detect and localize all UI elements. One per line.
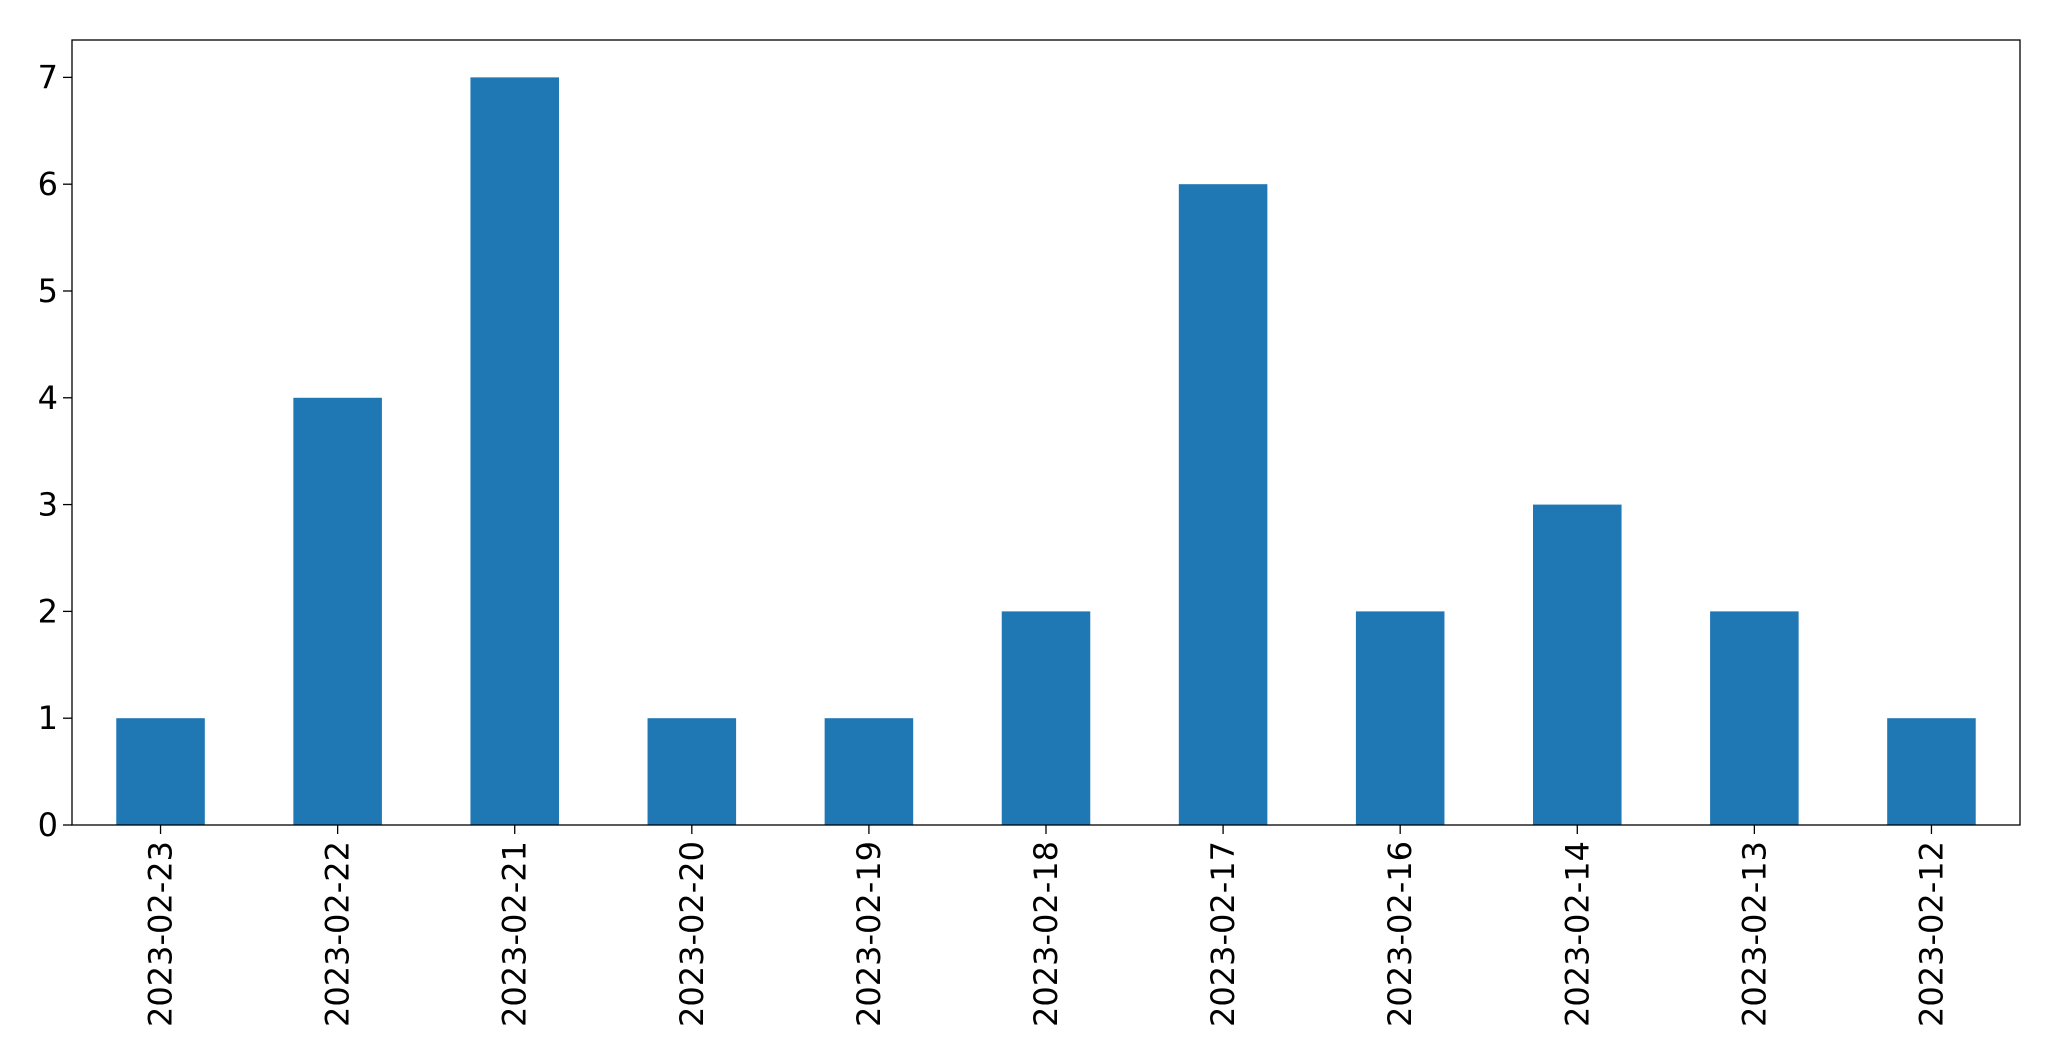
x-tick-label: 2023-02-17	[1204, 841, 1242, 1027]
bar	[470, 77, 559, 825]
bar	[1710, 611, 1799, 825]
plot-frame	[71, 39, 2021, 826]
y-tick-label: 3	[38, 486, 58, 524]
x-tick-label: 2023-02-12	[1912, 841, 1950, 1027]
x-tick-label: 2023-02-20	[673, 841, 711, 1027]
bar	[116, 718, 205, 825]
x-tick-label: 2023-02-13	[1735, 841, 1773, 1027]
x-tick-label: 2023-02-23	[142, 841, 180, 1027]
y-tick-label: 0	[38, 806, 58, 844]
y-tick-label: 5	[38, 272, 58, 310]
y-tick-label: 6	[38, 165, 58, 203]
y-tick-label: 1	[38, 699, 58, 737]
x-tick-label: 2023-02-22	[319, 841, 357, 1027]
x-tick-label: 2023-02-18	[1027, 841, 1065, 1027]
x-tick-label: 2023-02-16	[1381, 841, 1419, 1027]
x-tick-label: 2023-02-14	[1558, 841, 1596, 1027]
y-tick-label: 4	[38, 379, 58, 417]
bar	[647, 718, 737, 825]
bar	[1178, 184, 1268, 826]
bar	[1533, 504, 1622, 825]
bar	[1887, 718, 1976, 825]
bar	[824, 718, 914, 825]
y-tick-label: 2	[38, 592, 58, 630]
y-tick-label: 7	[38, 58, 58, 96]
bar	[293, 397, 382, 825]
x-tick-label: 2023-02-19	[850, 841, 888, 1027]
bar	[1355, 611, 1445, 825]
bar	[1001, 611, 1091, 825]
x-tick-label: 2023-02-21	[496, 841, 534, 1027]
